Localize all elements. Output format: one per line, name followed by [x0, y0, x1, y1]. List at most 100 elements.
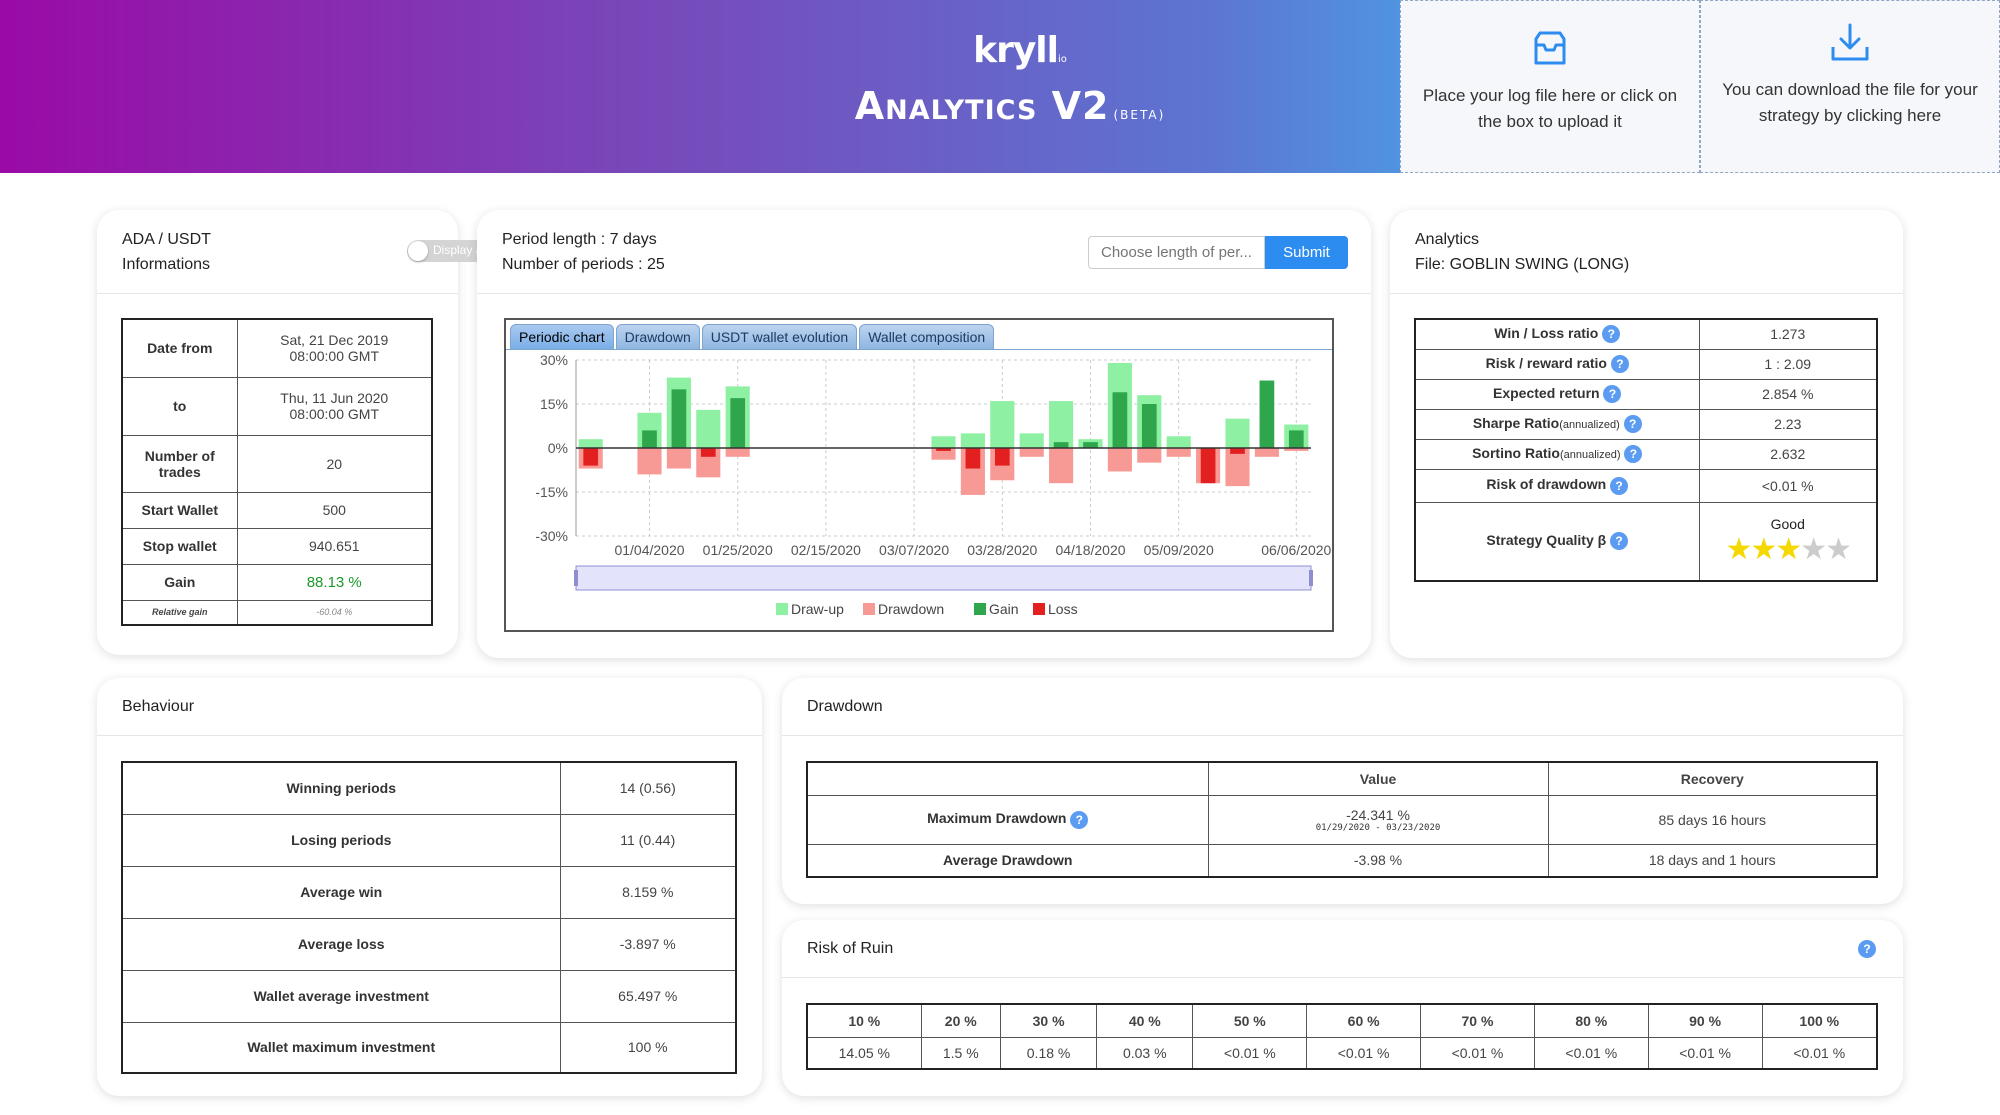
bar-gain	[1141, 404, 1157, 448]
chart-frame: Periodic chart Drawdown USDT wallet evolut…	[504, 318, 1334, 632]
bar-gain	[1288, 430, 1304, 448]
strategy-quality-value: Good ★★★★★	[1698, 501, 1878, 582]
ruin-probability-value: 1.5 %	[920, 1036, 1001, 1070]
analytics-card-header: Analytics File: GOBLIN SWING (LONG)	[1390, 210, 1903, 294]
x-tick-label: 03/28/2020	[967, 542, 1037, 558]
kryll-logo: kryllio	[940, 30, 1100, 71]
to-label: to	[121, 376, 238, 436]
risk-of-ruin-table: 10 % 20 % 30 % 40 % 50 % 60 % 70 % 80 % 90 % 100 …	[806, 1003, 1878, 1070]
relative-gain-label: Relative gain	[121, 599, 238, 626]
bar-loss	[994, 448, 1010, 466]
table-row: Average Drawdown -3.98 % 18 days and 1 h…	[806, 843, 1878, 878]
metric-value: 2.854 %	[1698, 378, 1878, 410]
date-from-value: Sat, 21 Dec 2019 08:00:00 GMT	[236, 318, 433, 378]
metric-label-sub: (annualized)	[1559, 448, 1621, 461]
bar-draw-up	[990, 401, 1015, 448]
help-icon[interactable]: ?	[1070, 810, 1089, 829]
bar-drawdown	[666, 448, 691, 469]
risk-of-ruin-card: Risk of Ruin ? 10 % 20 % 30 % 40 % 50 % 60 % 7…	[782, 920, 1903, 1096]
help-icon[interactable]: ?	[1610, 532, 1629, 551]
info-subtitle: Informations	[122, 256, 211, 273]
table-row: Wallet maximum investment 100 %	[121, 1021, 737, 1074]
drawdown-card: Drawdown Value Recovery Maximum Drawdown…	[782, 678, 1903, 904]
tab-wallet-composition[interactable]: Wallet composition	[859, 324, 995, 349]
quality-stars: ★★★★★	[1700, 532, 1877, 567]
legend-label: Draw-up	[791, 601, 844, 617]
table-row: Expected return ? 2.854 %	[1414, 378, 1878, 410]
avg-drawdown-value: -3.98 %	[1207, 843, 1549, 878]
behaviour-label: Wallet maximum investment	[121, 1021, 561, 1074]
metric-label: Win / Loss ratio ?	[1414, 318, 1700, 350]
bar-drawdown	[637, 448, 662, 475]
ruin-probability-value: <0.01 %	[1647, 1036, 1763, 1070]
x-tick-label: 02/15/2020	[791, 542, 861, 558]
help-icon[interactable]: ?	[1610, 355, 1629, 374]
metric-label-sub: (annualized)	[1559, 418, 1620, 431]
x-tick-label: 05/09/2020	[1144, 542, 1214, 558]
help-icon[interactable]: ?	[1623, 415, 1642, 434]
avg-drawdown-recovery: 18 days and 1 hours	[1547, 843, 1878, 878]
ruin-probability-value: 14.05 %	[806, 1036, 922, 1070]
info-card: ADA / USDT Informations Display as ADA D…	[97, 210, 531, 655]
ruin-probability-value: 0.18 %	[999, 1036, 1098, 1070]
download-dropzone[interactable]: You can download the file for your strat…	[1700, 0, 2000, 173]
ruin-probability-value: <0.01 %	[1533, 1036, 1649, 1070]
drawdown-table: Value Recovery Maximum Drawdown ? -24.34…	[806, 761, 1878, 878]
table-row: Number of trades 20	[121, 434, 433, 493]
logo-text: kryll	[973, 30, 1059, 71]
stop-wallet-value: 940.651	[236, 527, 433, 565]
metric-label: Sharpe Ratio(annualized) ?	[1414, 408, 1700, 440]
tab-periodic-chart[interactable]: Periodic chart	[510, 324, 614, 349]
help-icon[interactable]: ?	[1602, 325, 1621, 344]
max-drawdown-value: -24.341 % 01/29/2020 - 03/23/2020	[1207, 794, 1549, 845]
period-length-input[interactable]	[1088, 236, 1265, 269]
bar-loss	[1200, 448, 1216, 484]
navigator-handle-right	[1309, 570, 1313, 586]
table-row: to Thu, 11 Jun 2020 08:00:00 GMT	[121, 376, 433, 436]
date-from-label: Date from	[121, 318, 238, 378]
ruin-threshold-header: 60 %	[1306, 1003, 1422, 1038]
beta-badge: (BETA)	[1113, 108, 1166, 122]
ruin-probability-value: <0.01 %	[1306, 1036, 1422, 1070]
ruin-threshold-header: 30 %	[999, 1003, 1098, 1038]
bar-loss	[1230, 448, 1245, 454]
page-title: Analytics V2 (BETA)	[800, 84, 1220, 128]
bar-gain	[642, 430, 657, 448]
metric-label: Risk / reward ratio ?	[1414, 348, 1700, 380]
table-row: 14.05 % 1.5 % 0.18 % 0.03 % <0.01 % <0.01 % <0…	[806, 1036, 1878, 1070]
submit-button[interactable]: Submit	[1265, 236, 1348, 269]
ruin-threshold-header: 50 %	[1192, 1003, 1308, 1038]
table-row: Gain 88.13 %	[121, 563, 433, 601]
help-icon[interactable]: ?	[1624, 445, 1643, 464]
tab-drawdown[interactable]: Drawdown	[615, 324, 700, 349]
period-length: Period length : 7 days	[502, 231, 657, 248]
help-icon[interactable]: ?	[1858, 940, 1876, 958]
chart-tabs: Periodic chart Drawdown USDT wallet evolut…	[510, 324, 996, 349]
table-row: Winning periods 14 (0.56)	[121, 761, 737, 815]
table-row: Relative gain -60.04 %	[121, 599, 433, 626]
bar-drawdown	[1254, 448, 1279, 457]
start-wallet-value: 500	[236, 491, 433, 529]
bar-gain	[1083, 442, 1098, 448]
legend-swatch	[1033, 603, 1045, 615]
table-row: Wallet average investment 65.497 %	[121, 969, 737, 1023]
max-drawdown-percent: -24.341 %	[1346, 806, 1410, 823]
strategy-quality-text: Strategy Quality β	[1486, 532, 1607, 549]
info-card-header: ADA / USDT Informations Display as ADA	[97, 210, 531, 294]
star-icon: ★	[1750, 532, 1777, 566]
help-icon[interactable]: ?	[1603, 385, 1622, 404]
bar-drawdown	[931, 448, 956, 460]
ruin-threshold-header: 90 %	[1647, 1003, 1763, 1038]
help-icon[interactable]: ?	[1610, 476, 1629, 495]
date-from-day: Sat, 21 Dec 2019	[280, 332, 389, 349]
behaviour-card-header: Behaviour	[97, 678, 762, 736]
bar-draw-up	[931, 436, 956, 448]
drawdown-card-header: Drawdown	[782, 678, 1903, 736]
tab-usdt-wallet-evolution[interactable]: USDT wallet evolution	[701, 324, 858, 349]
upload-dropzone[interactable]: Place your log file here or click on the…	[1400, 0, 1700, 173]
behaviour-card: Behaviour Winning periods 14 (0.56) Losing…	[97, 678, 762, 1096]
max-drawdown-text: Maximum Drawdown	[927, 810, 1067, 827]
legend-label: Drawdown	[878, 601, 944, 617]
quality-rating: Good	[1770, 515, 1805, 532]
behaviour-value: 100 %	[559, 1021, 737, 1074]
